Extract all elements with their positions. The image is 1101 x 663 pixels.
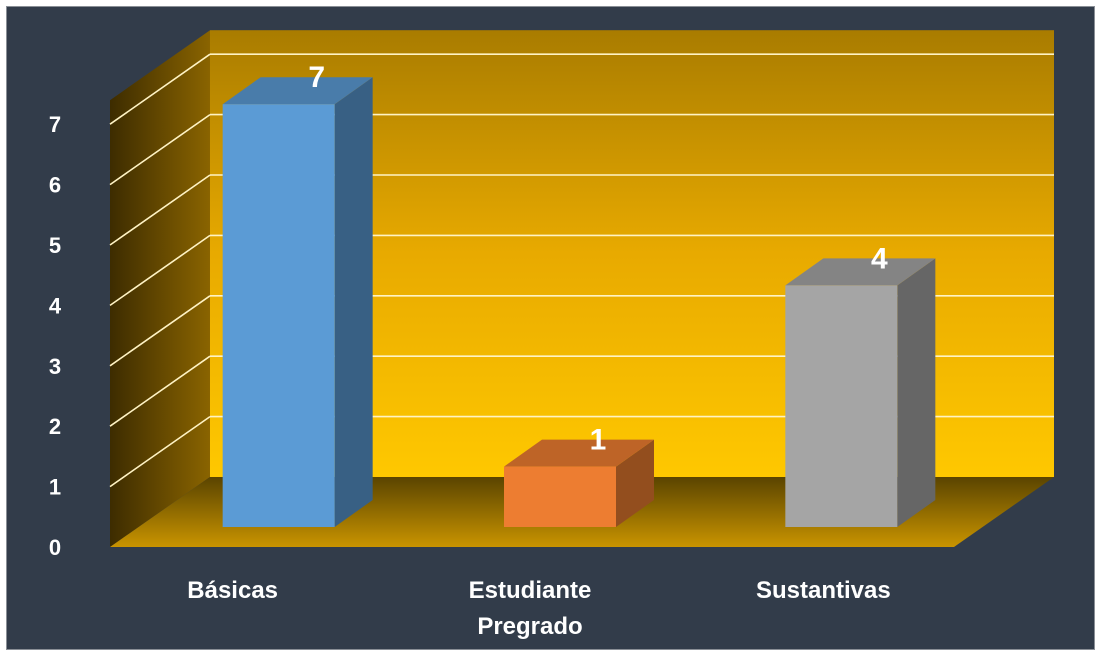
data-label: 1 (590, 424, 607, 457)
chart-frame: 0 1 2 3 4 5 6 7 7 Básicas 1 Estudiante Pregrado 4 Sust… (6, 6, 1095, 650)
data-label: 7 (308, 61, 325, 94)
bar (222, 104, 335, 527)
side-wall (110, 30, 210, 547)
y-tick-label: 1 (49, 475, 61, 500)
gridline-side (109, 174, 211, 246)
y-tick-label: 5 (49, 233, 61, 258)
y-tick-label: 4 (49, 293, 62, 318)
bar-top (504, 439, 654, 467)
bar-top (222, 77, 373, 105)
x-tick-label: Estudiante (469, 577, 592, 604)
y-tick-label: 0 (49, 535, 61, 560)
bar-top (785, 258, 936, 286)
bar (504, 466, 616, 527)
bar-side (616, 439, 654, 527)
x-tick-label: Básicas (187, 577, 278, 604)
gridline-side (109, 355, 211, 427)
y-tick-label: 6 (49, 173, 61, 198)
y-tick-label: 7 (49, 112, 61, 137)
x-tick-label: Sustantivas (756, 577, 891, 604)
gridline-side (109, 234, 211, 307)
x-tick-label: Pregrado (477, 613, 582, 640)
y-tick-label: 2 (49, 414, 61, 439)
gridline-side (109, 415, 211, 488)
bar-side (334, 77, 373, 527)
y-tick-label: 3 (49, 354, 61, 379)
bar-chart: 0 1 2 3 4 5 6 7 7 Básicas 1 Estudiante Pregrado 4 Sust… (49, 30, 1054, 640)
bar-side (897, 258, 936, 527)
gridline-side (109, 53, 211, 125)
gridline-side (109, 295, 211, 367)
bar (785, 285, 898, 527)
gridline-side (109, 113, 211, 186)
data-label: 4 (871, 242, 888, 275)
